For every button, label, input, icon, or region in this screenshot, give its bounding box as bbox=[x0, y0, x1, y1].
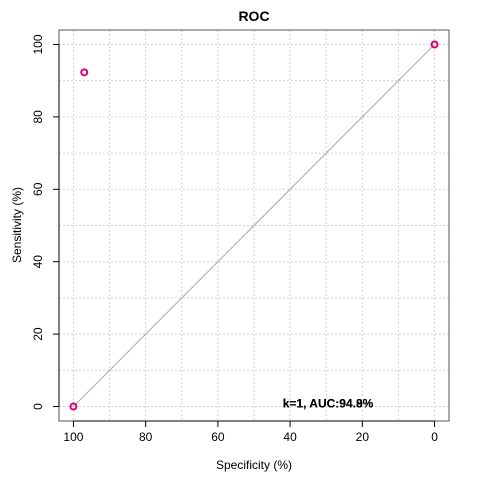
auc-annotation-overprint: k=1, AUC:94.8% bbox=[283, 397, 374, 411]
chart-title: ROC bbox=[238, 8, 269, 24]
roc-point bbox=[80, 68, 89, 77]
x-tick-label: 20 bbox=[356, 430, 370, 444]
y-tick-label: 40 bbox=[31, 255, 45, 269]
roc-point bbox=[69, 402, 78, 411]
grid-lines bbox=[59, 30, 449, 421]
x-axis-label: Specificity (%) bbox=[216, 458, 292, 472]
y-tick-label: 100 bbox=[31, 34, 45, 54]
y-axis-label: Sensitivity (%) bbox=[10, 187, 24, 263]
y-tick-label: 80 bbox=[31, 110, 45, 124]
y-tick-label: 60 bbox=[31, 182, 45, 196]
x-tick-label: 40 bbox=[283, 430, 297, 444]
y-tick-label: 0 bbox=[31, 403, 45, 410]
x-tick-label: 80 bbox=[139, 430, 153, 444]
x-tick-label: 100 bbox=[63, 430, 83, 444]
x-axis: 100 80 60 40 20 0 bbox=[63, 420, 438, 444]
roc-point bbox=[430, 40, 439, 49]
auc-annotation: k=1, AUC:94.9% bbox=[283, 397, 374, 411]
y-axis: 0 20 40 60 80 100 bbox=[31, 34, 60, 410]
x-tick-label: 0 bbox=[431, 430, 438, 444]
x-tick-label: 60 bbox=[211, 430, 225, 444]
y-tick-label: 20 bbox=[31, 327, 45, 341]
diagonal-reference-line bbox=[73, 44, 435, 407]
data-points bbox=[69, 40, 439, 411]
